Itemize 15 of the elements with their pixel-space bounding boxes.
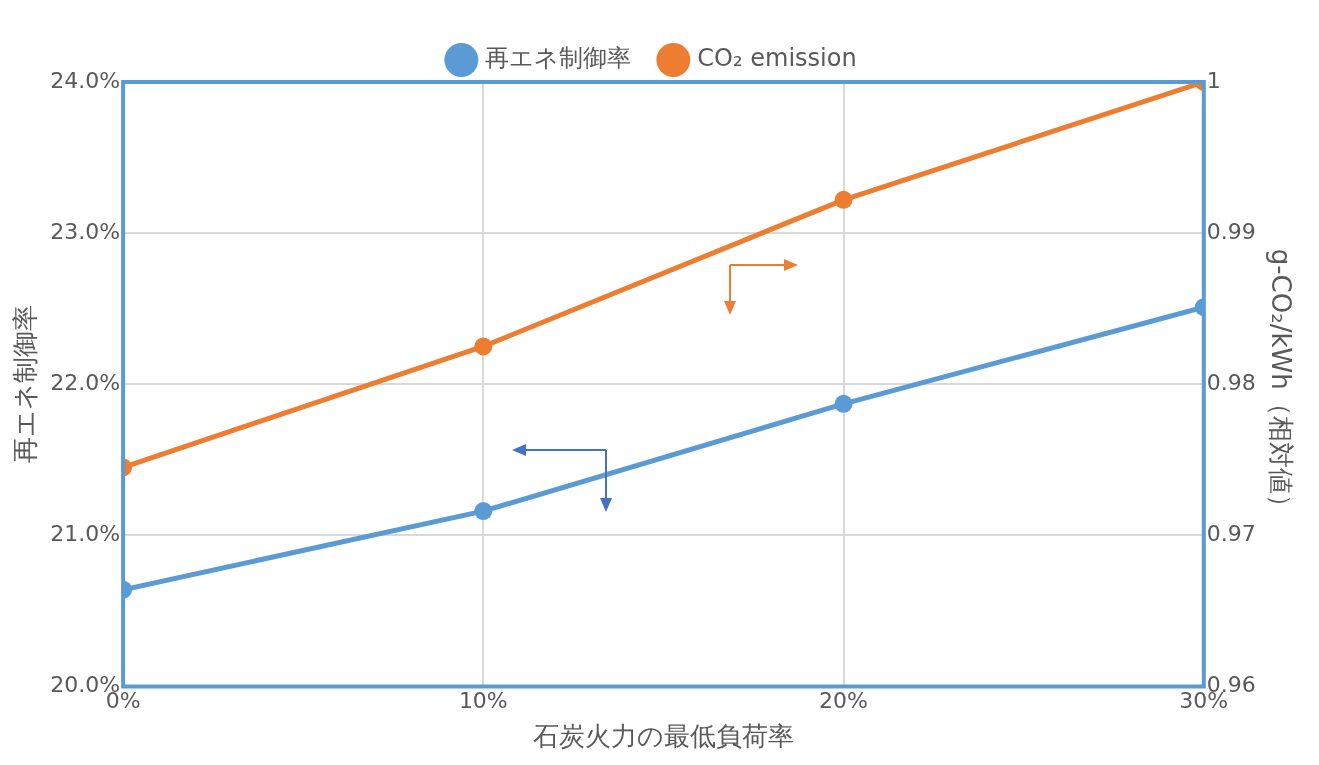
y-axis-title: 再エネ制御率 [10, 305, 41, 464]
x-tick-label: 10% [458, 688, 508, 714]
y2-tick-label: 0.97 [1206, 521, 1256, 547]
y2-axis-title: g-CO₂/kWh（相対値） [1265, 248, 1296, 520]
legend-label: CO₂ emission [697, 44, 857, 73]
y-tick-label: 24.0% [50, 67, 121, 93]
y-tick-label: 22.0% [50, 369, 121, 395]
y-tick-label: 21.0% [50, 521, 121, 547]
legend-label: 再エネ制御率 [485, 44, 632, 73]
y2-tick-label: 0.98 [1206, 369, 1256, 395]
y2-tick-label: 1 [1206, 67, 1221, 93]
x-tick-label: 20% [819, 688, 869, 714]
y2-tick-label: 0.99 [1206, 218, 1256, 244]
y-tick-label: 23.0% [50, 218, 121, 244]
x-axis-title: 石炭火力の最低負荷率 [532, 721, 794, 752]
